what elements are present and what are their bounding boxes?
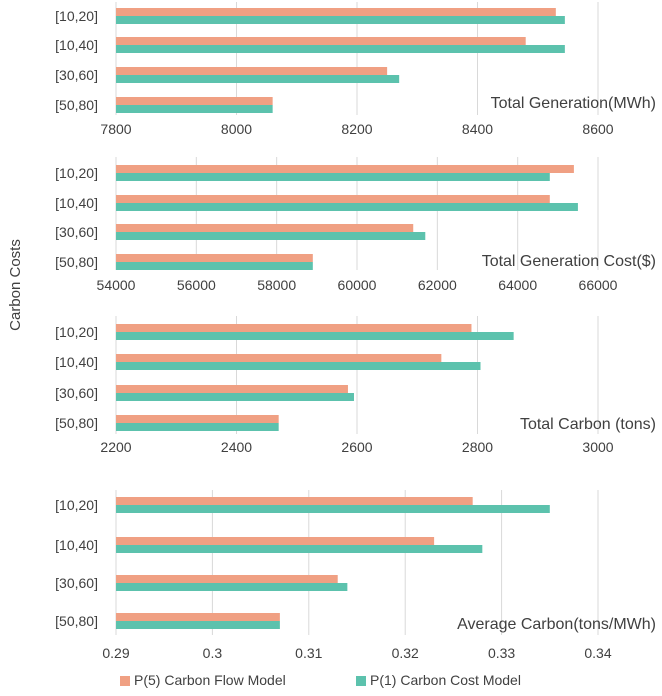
category-label: [30,60] xyxy=(55,575,98,591)
chart-panel: 54000 56000 58000 60000 62000 64000 66000 [10,2… xyxy=(55,157,656,293)
y-axis-label: Carbon Costs xyxy=(7,239,24,331)
bar-p1 xyxy=(116,262,313,270)
x-tick-label: 7800 xyxy=(100,121,131,137)
bar-p5 xyxy=(116,224,414,232)
bar-p5 xyxy=(116,195,550,203)
panel-title: Total Generation Cost($) xyxy=(482,253,656,270)
category-label: [10,20] xyxy=(55,324,98,340)
category-label: [10,40] xyxy=(55,37,98,53)
x-tick-label: 64000 xyxy=(498,277,537,293)
x-tick-label: 66000 xyxy=(579,277,618,293)
bar-p5 xyxy=(116,324,472,332)
bar-p5 xyxy=(116,97,273,105)
bar-p5 xyxy=(116,8,556,16)
x-tick-label: 0.31 xyxy=(295,645,322,661)
category-label: [10,40] xyxy=(55,354,98,370)
x-tick-label: 8000 xyxy=(221,121,252,137)
x-tick-label: 0.3 xyxy=(203,645,223,661)
legend-label: P(1) Carbon Cost Model xyxy=(370,672,521,688)
category-label: [10,20] xyxy=(55,8,98,24)
bar-p5 xyxy=(116,537,435,545)
category-label: [50,80] xyxy=(55,613,98,629)
panel-title: Total Carbon (tons) xyxy=(520,416,656,433)
bar-p5 xyxy=(116,575,338,583)
bar-p1 xyxy=(116,232,426,240)
bar-p5 xyxy=(116,385,348,393)
bar-p1 xyxy=(116,621,280,629)
x-tick-label: 2800 xyxy=(462,439,493,455)
chart-panel: 0.29 0.3 0.31 0.32 0.33 0.34 [10,20] [10,40] [30… xyxy=(55,490,656,661)
x-tick-label: 60000 xyxy=(338,277,377,293)
bar-p1 xyxy=(116,173,550,181)
bar-p1 xyxy=(116,16,565,24)
x-tick-label: 0.34 xyxy=(584,645,611,661)
category-label: [10,40] xyxy=(55,537,98,553)
x-tick-label: 54000 xyxy=(97,277,136,293)
x-tick-label: 62000 xyxy=(418,277,457,293)
x-tick-label: 8200 xyxy=(341,121,372,137)
x-tick-label: 0.32 xyxy=(392,645,419,661)
bar-p1 xyxy=(116,362,481,370)
category-label: [50,80] xyxy=(55,415,98,431)
category-label: [10,40] xyxy=(55,195,98,211)
x-tick-label: 3000 xyxy=(582,439,613,455)
x-tick-label: 58000 xyxy=(257,277,296,293)
bar-p5 xyxy=(116,254,313,262)
category-label: [30,60] xyxy=(55,385,98,401)
bar-p1 xyxy=(116,75,400,83)
category-label: [10,20] xyxy=(55,165,98,181)
bar-p1 xyxy=(116,423,279,431)
bar-p5 xyxy=(116,37,526,45)
bar-p1 xyxy=(116,105,273,113)
bar-p1 xyxy=(116,583,348,591)
legend-label: P(5) Carbon Flow Model xyxy=(134,672,286,688)
bar-p5 xyxy=(116,415,279,423)
category-label: [50,80] xyxy=(55,254,98,270)
x-tick-label: 56000 xyxy=(177,277,216,293)
bar-p5 xyxy=(116,354,442,362)
panel-title: Total Generation(MWh) xyxy=(491,95,656,112)
bar-p1 xyxy=(116,505,550,513)
panel-title: Average Carbon(tons/MWh) xyxy=(457,616,656,633)
x-tick-label: 2400 xyxy=(221,439,252,455)
bar-p5 xyxy=(116,613,280,621)
category-label: [50,80] xyxy=(55,97,98,113)
category-label: [30,60] xyxy=(55,67,98,83)
x-tick-label: 8400 xyxy=(462,121,493,137)
bar-p1 xyxy=(116,45,565,53)
x-tick-label: 8600 xyxy=(582,121,613,137)
x-tick-label: 2200 xyxy=(100,439,131,455)
bar-p5 xyxy=(116,165,574,173)
chart-panel: 2200 2400 2600 2800 3000 [10,20] [10,40] [30,60… xyxy=(55,316,656,455)
legend: P(5) Carbon Flow Model P(1) Carbon Cost M… xyxy=(120,672,521,688)
x-tick-label: 2600 xyxy=(341,439,372,455)
category-label: [30,60] xyxy=(55,224,98,240)
bar-p1 xyxy=(116,203,578,211)
bar-p5 xyxy=(116,497,473,505)
bar-p1 xyxy=(116,332,514,340)
x-tick-label: 0.29 xyxy=(102,645,129,661)
bar-p1 xyxy=(116,545,483,553)
category-label: [10,20] xyxy=(55,497,98,513)
x-tick-label: 0.33 xyxy=(488,645,515,661)
legend-swatch xyxy=(120,676,130,686)
panels: 7800 8000 8200 8400 8600 [10,20] [10,40] [30,60… xyxy=(55,2,656,661)
bar-p5 xyxy=(116,67,388,75)
chart-panel: 7800 8000 8200 8400 8600 [10,20] [10,40] [30,60… xyxy=(55,2,656,137)
legend-swatch xyxy=(356,676,366,686)
bar-p1 xyxy=(116,393,354,401)
